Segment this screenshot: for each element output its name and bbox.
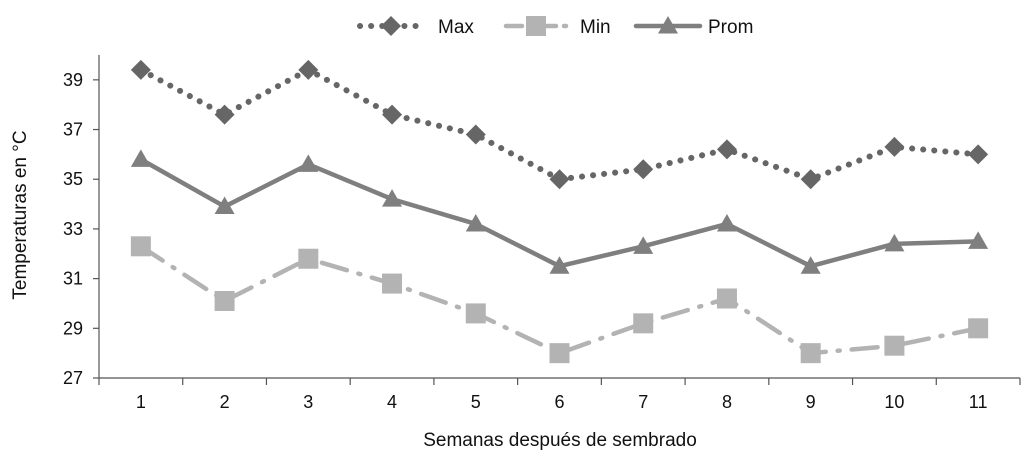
data-point-prom bbox=[800, 256, 821, 274]
data-point-prom bbox=[884, 233, 905, 252]
data-point-max bbox=[465, 124, 486, 145]
x-tick-label: 8 bbox=[722, 392, 732, 412]
y-tick-label: 39 bbox=[63, 70, 83, 90]
x-tick-label: 3 bbox=[303, 392, 313, 412]
data-point-max bbox=[298, 59, 319, 80]
x-tick-label: 4 bbox=[387, 392, 397, 412]
data-point-max bbox=[800, 169, 821, 190]
data-point-min bbox=[130, 236, 151, 257]
legend-label-min: Min bbox=[580, 17, 611, 38]
legend-marker-max bbox=[381, 16, 401, 36]
axes: 27 29 31 33 35 37 39 1 2 3 4 5 6 7 8 9 10 11 bbox=[63, 55, 1021, 412]
data-point-max bbox=[884, 136, 905, 157]
x-tick-label: 5 bbox=[471, 392, 481, 412]
data-point-min bbox=[968, 318, 989, 339]
legend-marker-min bbox=[526, 16, 546, 36]
data-point-min bbox=[884, 335, 905, 356]
y-tick-label: 35 bbox=[63, 169, 83, 189]
y-tick-label: 29 bbox=[63, 318, 83, 338]
legend-label-max: Max bbox=[438, 17, 474, 38]
y-tick-label: 33 bbox=[63, 219, 83, 239]
y-tick-label: 27 bbox=[63, 368, 83, 388]
data-point-max bbox=[382, 104, 403, 125]
data-point-min bbox=[214, 290, 235, 311]
data-point-prom bbox=[214, 196, 235, 215]
data-point-max bbox=[716, 139, 737, 160]
x-tick-label: 10 bbox=[884, 392, 904, 412]
y-tick-label: 31 bbox=[63, 269, 83, 289]
legend: Max Min Prom bbox=[357, 16, 753, 38]
data-point-prom bbox=[298, 154, 319, 172]
data-point-max bbox=[633, 159, 654, 180]
legend-label-prom: Prom bbox=[708, 17, 753, 38]
x-tick-label: 2 bbox=[220, 392, 230, 412]
series-lines bbox=[137, 66, 982, 356]
legend-marker-prom bbox=[658, 16, 678, 34]
y-tick-label: 37 bbox=[63, 120, 83, 140]
data-point-prom bbox=[716, 213, 737, 232]
data-point-prom bbox=[130, 149, 151, 167]
data-point-min bbox=[465, 303, 486, 324]
x-axis-title: Semanas después de sembrado bbox=[423, 430, 697, 451]
data-point-max bbox=[549, 169, 570, 190]
data-point-min bbox=[800, 343, 821, 364]
data-point-min bbox=[633, 313, 654, 334]
y-axis-title: Temperaturas en °C bbox=[10, 130, 31, 299]
x-tick-label: 1 bbox=[136, 392, 146, 412]
x-tick-label: 11 bbox=[969, 392, 988, 412]
data-point-min bbox=[549, 343, 570, 364]
data-point-max bbox=[968, 144, 989, 165]
data-point-max bbox=[214, 104, 235, 125]
x-tick-label: 6 bbox=[554, 392, 564, 412]
data-point-min bbox=[716, 288, 737, 309]
x-tick-label: 7 bbox=[638, 392, 648, 412]
series-markers bbox=[130, 59, 989, 364]
series-line-max bbox=[137, 66, 982, 183]
x-tick-label: 9 bbox=[806, 392, 816, 412]
data-point-min bbox=[298, 248, 319, 269]
data-point-prom bbox=[549, 256, 570, 274]
data-point-prom bbox=[633, 236, 654, 254]
data-point-prom bbox=[968, 231, 989, 249]
data-point-prom bbox=[382, 189, 403, 207]
data-point-prom bbox=[465, 213, 486, 232]
data-point-max bbox=[130, 59, 151, 80]
data-point-min bbox=[382, 273, 403, 294]
series-line-min bbox=[138, 244, 981, 356]
